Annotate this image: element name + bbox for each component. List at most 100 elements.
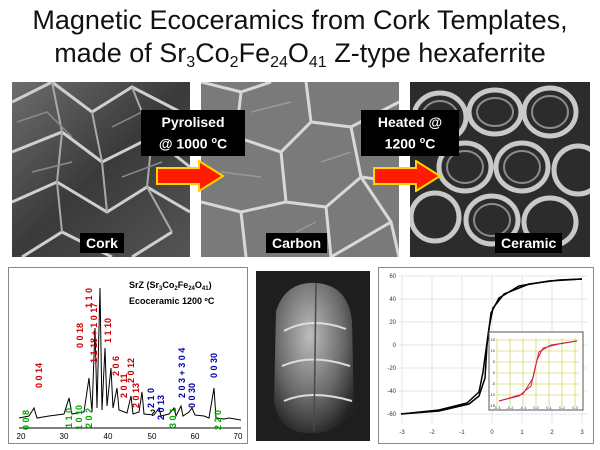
xrd-x-tick: 30 [60,432,69,441]
subscript: 24 [188,286,195,292]
step-pyrolised-label: Pyrolised @ 1000 oC [141,110,245,156]
subscript: 41 [308,54,327,71]
step-heated-label: Heated @ 1200 oC [361,110,459,156]
peak-label: 1 1 18 + 1 0 17 [89,303,99,363]
xrd-pattern-panel: 20 30 40 50 60 70 0 0 14 0 0 18 1 1 0 1 … [8,267,248,444]
subscript: 2 [174,286,178,292]
y-tick: -40 [387,389,396,395]
x-tick: 0 [490,430,494,436]
peak-label: 0 0 18 [75,323,85,348]
peak-label: ? [150,408,156,418]
inset-curve [498,340,578,402]
xrd-x-tick: 60 [191,432,200,441]
x-tick: -2 [429,430,435,436]
inset-y-tick: -15 [489,403,496,408]
peak-label: 2 0 3 + 3 0 4 [177,348,187,398]
inset-y-tick: -5 [491,381,495,386]
degree-sign: o [211,135,217,145]
peak-label: 3 0 1 [168,408,178,428]
x-tick: 1 [520,430,524,436]
peak-label: 1 1 0 [84,288,94,308]
carbon-label: Carbon [266,233,327,253]
inset-x-tick: -0.1 [520,405,528,410]
inset-x-tick: 0.0 [533,405,539,410]
peak-label: 2 0 13 [131,383,141,408]
inset-x-tick: 0.2 [559,405,565,410]
inset-y-tick: 5 [493,359,496,364]
y-tick: -60 [387,412,396,418]
subscript: 41 [202,286,209,292]
xrd-legend-line-1: SrZ (Sr3Co2Fe24O41) [129,280,212,292]
inset-y-tick: 0 [493,370,496,375]
peak-label: 0 0 30 [209,353,219,378]
inset-x-tick: 0.1 [546,405,552,410]
hysteresis-panel: 60 40 20 0 -20 -40 -60 -3 -2 -1 0 1 2 3 [378,267,594,444]
slide-title: Magnetic Ecoceramics from Cork Templates… [0,4,600,71]
inset-y-tick: 10 [491,348,496,353]
degree-sign: o [419,135,426,145]
title-line-1: Magnetic Ecoceramics from Cork Templates… [32,5,568,35]
y-tick: 0 [393,343,397,349]
legend-text: Co [162,280,174,290]
hysteresis-inset: 15 10 5 0 -5 -10 -15 -0.3 -0.2 -0.1 0.0 … [488,331,584,411]
title-text: made of Sr [54,38,187,68]
peak-label: 1 1 0 [64,408,74,428]
peak-label: 2 2 0 [213,410,223,430]
xrd-x-tick: 20 [17,432,26,441]
xrd-x-tick: 40 [104,432,113,441]
subscript: 3 [159,286,163,292]
peak-label: 2 0 11 [119,373,129,398]
xrd-legend-line-2: Ecoceramic 1200 ºC [129,296,215,306]
step-unit: C [425,135,436,152]
inset-x-tick: -0.2 [507,405,515,410]
peak-label: 2 0 12 [126,358,136,383]
subscript: 24 [270,54,288,71]
step-line: Pyrolised [161,114,225,130]
peak-label: 0 0 14 [34,363,44,388]
y-tick: -20 [387,366,396,372]
inset-y-tick: 15 [491,337,496,342]
inset-y-tick: -10 [489,392,496,397]
legend-text: SrZ (Sr [129,280,160,290]
step-temp: @ 1000 [158,135,212,152]
peak-label: 0 0 30 [187,383,197,408]
subscript: 2 [229,54,239,71]
step-temp: 1200 [384,135,420,152]
title-text: Fe [238,38,271,68]
inset-x-tick: -0.3 [494,405,502,410]
xrd-trace [18,287,242,421]
x-tick: -3 [399,430,405,436]
peak-label: 2 1 0 [146,388,156,408]
peak-label: 2 0 2 [84,408,94,428]
ceramic-label: Ceramic [495,233,563,253]
title-line-2: made of Sr3Co2Fe24O41 Z-type hexaferrite [0,37,600,71]
title-text: Co [195,38,230,68]
step-line: 1200 oC [365,131,455,153]
legend-text: O [195,280,202,290]
step-unit: C [216,135,228,152]
cork-label: Cork [80,233,124,253]
xrd-x-tick: 70 [234,432,243,441]
title-text: O [287,38,309,68]
sem-image-carbon: Carbon [201,82,399,257]
xrd-pattern-plot: 20 30 40 50 60 70 0 0 14 0 0 18 1 1 0 1 … [17,280,243,441]
x-tick: -1 [459,430,465,436]
x-tick: 3 [580,430,584,436]
y-tick: 60 [389,274,396,280]
xrd-x-tick: 50 [148,432,157,441]
y-tick: 20 [389,320,396,326]
arrow-right-icon [156,160,225,192]
peak-label: 2 0 6 [111,356,121,376]
subscript: 3 [186,54,196,71]
arrow-right-icon [373,160,442,192]
title-text: Z-type hexaferrite [326,38,546,68]
peak-label: 1 1 10 [103,318,113,343]
legend-text: ) [209,280,212,290]
step-line: @ 1000 oC [145,131,241,153]
x-tick: 2 [550,430,554,436]
peak-label: 2 0 13 [156,395,166,420]
sem-crystal-closeup [256,271,370,441]
hysteresis-plot: 60 40 20 0 -20 -40 -60 -3 -2 -1 0 1 2 3 [387,274,587,436]
peak-label: 1 0 10 [74,405,84,430]
y-tick: 40 [389,297,396,303]
